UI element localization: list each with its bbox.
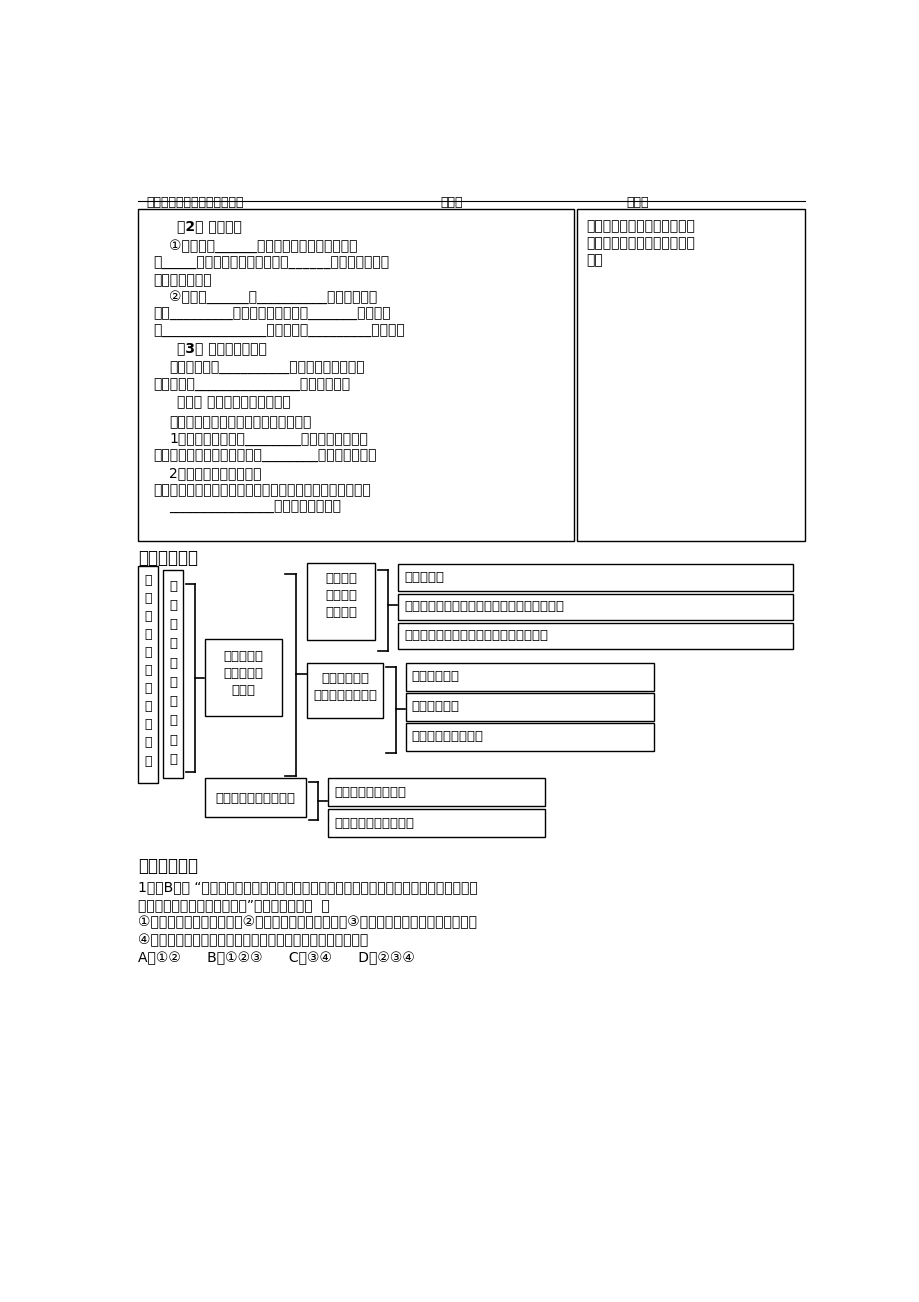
Bar [205, 639, 282, 716]
Text: 原因：这是由__________决定的，是国家实现: 原因：这是由__________决定的，是国家实现 [169, 361, 365, 375]
Text: A．①②      B．①②③      C．③④      D．②③④: A．①② B．①②③ C．③④ D．②③④ [138, 950, 414, 965]
Bar [205, 779, 305, 816]
Text: ①含义：在______基础上，我国形成了各族人: ①含义：在______基础上，我国形成了各族人 [169, 240, 357, 254]
Bar [405, 723, 652, 751]
Text: 姓名：: 姓名： [626, 197, 648, 210]
Text: 平: 平 [144, 574, 152, 587]
Text: 的: 的 [169, 695, 177, 708]
Text: 理: 理 [169, 599, 177, 612]
Text: 系。我们应该十分珍惜、不断________这种民族关系。: 系。我们应该十分珍惜、不断________这种民族关系。 [153, 449, 377, 462]
Bar [328, 779, 545, 806]
Text: 进？: 进？ [585, 254, 602, 267]
Text: 当前应当如何巩固社会主义民族关系？: 当前应当如何巩固社会主义民族关系？ [169, 415, 312, 428]
Text: 是_______________的保证，是_________的基础。: 是_______________的保证，是_________的基础。 [153, 324, 405, 339]
Text: 中华民族团结进步事业推向前: 中华民族团结进步事业推向前 [585, 237, 695, 250]
Text: 一的多民: 一的多民 [325, 589, 357, 602]
Text: 如何对待民族关系：: 如何对待民族关系： [334, 786, 406, 798]
Text: 荣: 荣 [144, 737, 152, 750]
Text: 的女儿，我们的妈妈叫中国。”歌词的寓意是（  ）: 的女儿，我们的妈妈叫中国。”歌词的寓意是（ ） [138, 898, 330, 911]
Text: 四、我的收获: 四、我的收获 [138, 549, 198, 566]
Text: 的义务，是每个中国公民的责任。作为当代青年学生，要把: 的义务，是每个中国公民的责任。作为当代青年学生，要把 [153, 483, 371, 497]
Text: 1、我国已经形成了________的社会主义民族关: 1、我国已经形成了________的社会主义民族关 [169, 432, 368, 445]
Text: 如何处理好民族关系：: 如何处理好民族关系： [334, 816, 414, 829]
Text: 我国处理民: 我国处理民 [223, 650, 264, 663]
Text: 等: 等 [144, 591, 152, 604]
Bar [307, 663, 382, 719]
Text: 原: 原 [169, 715, 177, 728]
Text: 同: 同 [144, 700, 152, 713]
Text: 巩固社会主义民族关系: 巩固社会主义民族关系 [215, 792, 295, 805]
Text: 关系的基本原则：: 关系的基本原则： [312, 689, 377, 702]
Text: ：: ： [169, 753, 177, 766]
Text: 我国处理民族: 我国处理民族 [321, 672, 369, 685]
Text: 结: 结 [144, 646, 152, 659]
Text: （2） 民族团结: （2） 民族团结 [176, 219, 242, 233]
Bar [138, 566, 158, 783]
Text: ④我国各民族已形成了平等团结互助和谐的社会主义民族关系: ④我国各民族已形成了平等团结互助和谐的社会主义民族关系 [138, 934, 369, 947]
Text: 本原则: 本原则 [232, 684, 255, 697]
Bar [405, 693, 652, 720]
Text: 1．（B级） “太阳和月亮是一个妈妈的女儿，她们的妈妈叫光明；汉族和藏族是一个妈妈: 1．（B级） “太阳和月亮是一个妈妈的女儿，她们的妈妈叫光明；汉族和藏族是一个妈… [138, 880, 478, 894]
Text: 、: 、 [144, 609, 152, 622]
Text: 民族团结原则: 民族团结原则 [412, 700, 460, 713]
Bar [138, 208, 573, 542]
Text: 新型的民族关系：平等、团结、互助和谐: 新型的民族关系：平等、团结、互助和谐 [403, 629, 548, 642]
Text: 民_____、友好往来、互相合作、______，谁也离不开谁: 民_____、友好往来、互相合作、______，谁也离不开谁 [153, 256, 390, 271]
Text: 则: 则 [169, 734, 177, 747]
Text: 盐化中学高一政治必修二学案: 盐化中学高一政治必修二学案 [146, 197, 244, 210]
Text: 我国是统: 我国是统 [325, 572, 357, 585]
Text: 各民族共同繁荣原则: 各民族共同繁荣原则 [412, 730, 483, 743]
Bar [397, 564, 792, 591]
Text: 国家_________的重要标志之一，是_______的前提，: 国家_________的重要标志之一，是_______的前提， [153, 307, 391, 322]
Text: 的大团结局面。: 的大团结局面。 [153, 273, 212, 288]
Text: 族国家：: 族国家： [325, 605, 357, 618]
Text: 2、自觉履行宪法规定的: 2、自觉履行宪法规定的 [169, 466, 262, 479]
Text: 关: 关 [169, 656, 177, 669]
Text: （二） 巩固社会主义民族关系: （二） 巩固社会主义民族关系 [176, 395, 290, 409]
Text: 团: 团 [144, 628, 152, 641]
Bar [307, 562, 375, 639]
Bar [397, 622, 792, 648]
Text: 系: 系 [169, 676, 177, 689]
Bar [328, 810, 545, 837]
Text: ：: ： [144, 755, 152, 768]
Bar [405, 663, 652, 690]
Text: 我国伟大的祖国是全国各族人民共同缔造的：: 我国伟大的祖国是全国各族人民共同缔造的： [403, 600, 563, 613]
Bar [397, 594, 792, 620]
Text: 和中华民族_______________的必然要求。: 和中华民族_______________的必然要求。 [153, 378, 350, 392]
Text: ①我国的民族差别已不存在②我国是统一的多民族国家③我国各民族之间的团结日益巩固: ①我国的民族差别已不存在②我国是统一的多民族国家③我国各民族之间的团结日益巩固 [138, 915, 477, 930]
Text: （3） 各民族共同繁荣: （3） 各民族共同繁荣 [176, 341, 267, 355]
Text: _______________的责任付诸行动。: _______________的责任付诸行动。 [169, 500, 341, 514]
Text: 族: 族 [169, 638, 177, 651]
Text: 班级：: 班级： [440, 197, 462, 210]
Text: 繁: 繁 [144, 719, 152, 732]
Text: 共: 共 [144, 682, 152, 695]
Text: 民: 民 [169, 618, 177, 631]
Bar [576, 208, 804, 542]
Bar [163, 570, 183, 777]
Text: 五、自我检测: 五、自我检测 [138, 857, 198, 875]
Text: 、: 、 [144, 664, 152, 677]
Text: ②意义：______、__________，是衡量一个: ②意义：______、__________，是衡量一个 [169, 290, 377, 305]
Text: 处: 处 [169, 579, 177, 592]
Text: 合作探究二：怎样才能继续把: 合作探究二：怎样才能继续把 [585, 219, 695, 233]
Text: 民族状况：: 民族状况： [403, 572, 444, 583]
Text: 民族平等原则: 民族平等原则 [412, 671, 460, 684]
Text: 族关系的基: 族关系的基 [223, 667, 264, 680]
